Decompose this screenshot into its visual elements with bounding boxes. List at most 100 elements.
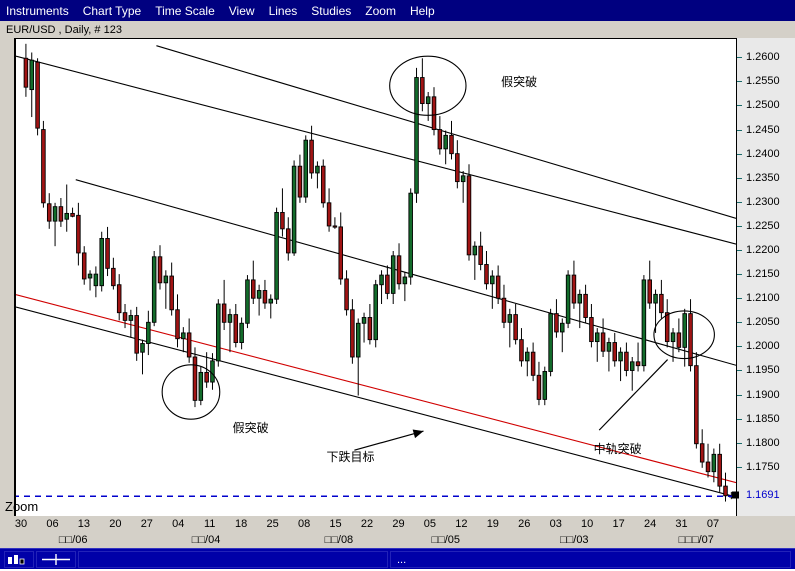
ellipse-top-false-breakout[interactable] [389,55,467,116]
candle[interactable] [268,294,274,319]
candle[interactable] [600,318,606,357]
candle[interactable] [297,154,303,203]
candle[interactable] [192,347,198,408]
candle[interactable] [116,274,122,321]
candle[interactable] [513,304,518,345]
candle[interactable] [198,366,204,406]
candle[interactable] [93,266,99,298]
menu-item-lines[interactable]: Lines [268,3,298,18]
candle[interactable] [99,231,104,292]
candle[interactable] [443,130,448,165]
candle[interactable] [606,337,612,372]
candle[interactable] [286,217,291,261]
candle[interactable] [694,352,699,449]
candle[interactable] [618,347,623,382]
candle[interactable] [396,243,402,290]
candle[interactable] [239,317,244,350]
ellipse-bottom-false-breakout[interactable] [161,364,221,420]
candle[interactable] [175,294,180,348]
candle[interactable] [204,352,209,388]
ellipse-mid-rail-break[interactable] [653,310,715,360]
candle[interactable] [460,171,466,203]
candle[interactable] [245,275,250,329]
candle[interactable] [134,306,139,361]
candle[interactable] [495,265,501,304]
candle[interactable] [554,299,559,338]
candle[interactable] [548,308,553,377]
candle[interactable] [320,159,326,208]
candle[interactable] [344,270,349,316]
candle[interactable] [379,270,384,304]
candle[interactable] [431,87,437,136]
candle[interactable] [664,299,670,348]
candle[interactable] [414,67,419,203]
candle[interactable] [262,279,268,309]
candle[interactable] [181,327,186,353]
candle[interactable] [309,125,314,179]
candle[interactable] [332,217,338,229]
candle[interactable] [87,270,93,291]
candle[interactable] [420,58,425,112]
candle[interactable] [233,304,239,348]
candle[interactable] [169,262,174,316]
candle[interactable] [525,347,530,377]
candle[interactable] [81,246,87,285]
candle[interactable] [64,184,69,232]
candle[interactable] [146,310,151,356]
menu-item-chart-type[interactable]: Chart Type [82,3,142,18]
candle[interactable] [478,231,483,271]
candle[interactable] [437,116,443,155]
candle[interactable] [326,188,332,232]
candle[interactable] [151,251,157,327]
menu-item-instruments[interactable]: Instruments [6,3,69,18]
candle[interactable] [163,270,169,309]
candle[interactable] [140,339,145,375]
menu-item-help[interactable]: Help [409,3,435,18]
candle[interactable] [350,299,355,364]
candle[interactable] [723,472,728,502]
candle[interactable] [688,299,693,372]
candle[interactable] [338,212,343,285]
menu-item-zoom[interactable]: Zoom [365,3,396,18]
candle[interactable] [542,366,548,406]
candle[interactable] [455,140,460,189]
candle[interactable] [472,241,478,280]
candle[interactable] [449,120,454,160]
candle[interactable] [560,318,565,353]
candle[interactable] [29,52,35,118]
candle[interactable] [466,164,472,261]
candle[interactable] [402,272,408,302]
candle[interactable] [507,308,513,348]
channel-upper-parallel[interactable] [16,55,736,245]
candle[interactable] [490,270,495,309]
candle[interactable] [315,161,320,189]
candle[interactable] [647,260,652,309]
candle[interactable] [589,304,594,348]
candle[interactable] [425,92,431,121]
candle[interactable] [711,448,717,483]
candle[interactable] [699,429,705,468]
candle[interactable] [367,304,373,345]
candle[interactable] [571,260,577,309]
candle[interactable] [35,58,40,136]
candle[interactable] [58,198,64,227]
candle[interactable] [274,207,279,304]
candle[interactable] [221,279,227,331]
candle[interactable] [105,226,110,277]
candle[interactable] [612,332,617,367]
candle[interactable] [385,265,390,300]
candle[interactable] [46,193,52,229]
candle[interactable] [565,270,571,329]
candle[interactable] [676,318,682,353]
candle[interactable] [501,284,507,329]
menu-item-time-scale[interactable]: Time Scale [155,3,215,18]
candle[interactable] [186,318,192,363]
channel-upper[interactable] [156,45,736,219]
candle[interactable] [128,309,134,338]
candle[interactable] [122,304,128,329]
candle[interactable] [23,43,29,97]
candle[interactable] [41,120,46,208]
candle[interactable] [157,245,163,290]
candle[interactable] [111,257,116,290]
crosshair-icon[interactable] [36,551,76,568]
